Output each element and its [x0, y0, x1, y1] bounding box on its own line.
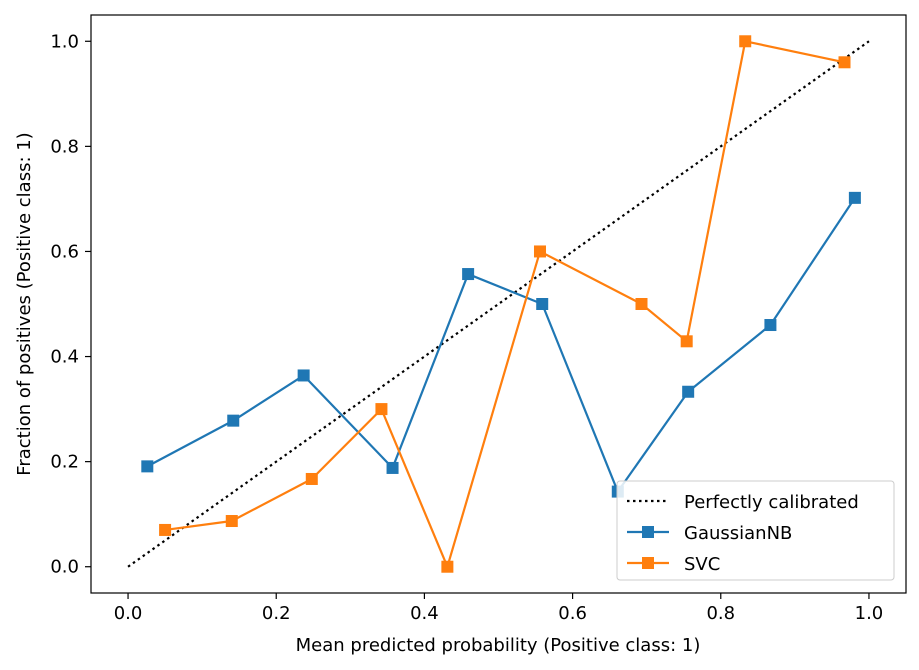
point-svc: [635, 298, 648, 310]
point-gaussiannb: [764, 319, 777, 332]
x-tick-label: 0.6: [558, 603, 587, 624]
data-layer: [127, 35, 870, 573]
point-svc: [441, 560, 454, 573]
y-tick-label: 1.0: [50, 31, 79, 52]
y-tick-label: 0.8: [50, 136, 79, 157]
point-gaussiannb: [848, 191, 861, 204]
y-axis-ticks: 0.0 0.2 0.4 0.6 0.8 1.0: [50, 31, 91, 578]
x-tick-label: 0.0: [114, 603, 143, 624]
x-axis-ticks: 0.0 0.2 0.4 0.6 0.8 1.0: [114, 593, 884, 624]
point-svc: [533, 245, 546, 258]
point-svc: [680, 335, 693, 348]
point-svc: [838, 56, 851, 69]
series-line-gaussiannb: [146, 197, 856, 493]
x-tick-label: 0.2: [262, 603, 291, 624]
x-tick-label: 0.4: [410, 603, 439, 624]
legend-label-svc: SVC: [684, 554, 720, 575]
plot-frame: [90, 14, 907, 594]
x-axis-label: Mean predicted probability (Positive cla…: [296, 635, 701, 656]
legend-marker-svc: [642, 557, 654, 569]
legend: Perfectly calibrated GaussianNB SVC: [616, 480, 895, 581]
point-gaussiannb: [536, 298, 549, 310]
y-tick-label: 0.6: [50, 241, 79, 262]
point-gaussiannb: [141, 460, 154, 473]
point-svc: [225, 515, 238, 528]
y-tick-label: 0.4: [50, 347, 79, 368]
legend-marker-gaussiannb: [642, 526, 654, 538]
x-tick-label: 0.8: [706, 603, 735, 624]
legend-label-perfectly-calibrated: Perfectly calibrated: [684, 492, 859, 513]
point-gaussiannb: [682, 385, 695, 398]
point-svc: [739, 35, 752, 48]
y-tick-label: 0.2: [50, 452, 79, 473]
point-gaussiannb: [297, 369, 310, 382]
point-gaussiannb: [462, 268, 475, 281]
legend-label-gaussiannb: GaussianNB: [684, 523, 792, 544]
point-svc: [159, 523, 172, 536]
y-axis-label: Fraction of positives (Positive class: 1…: [14, 132, 35, 475]
y-tick-label: 0.0: [50, 557, 79, 578]
legend-box: [616, 480, 895, 581]
point-gaussiannb: [227, 414, 240, 427]
point-svc: [305, 472, 318, 485]
point-svc: [375, 403, 388, 416]
series-line-svc: [164, 40, 845, 568]
x-tick-label: 1.0: [855, 603, 884, 624]
perfectly-calibrated-line: [127, 40, 870, 568]
point-gaussiannb: [386, 461, 399, 474]
